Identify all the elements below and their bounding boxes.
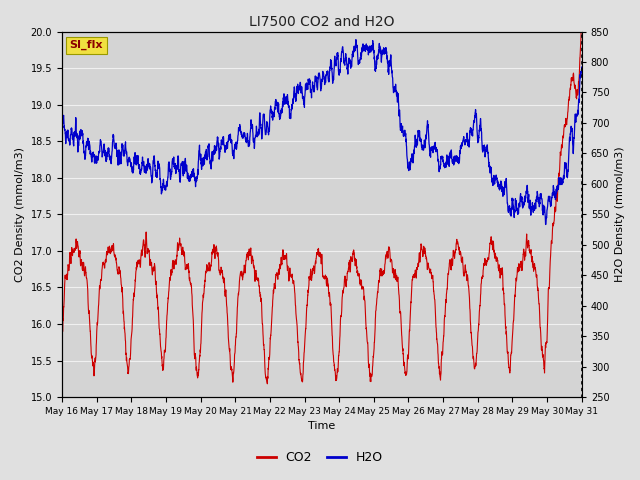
Title: LI7500 CO2 and H2O: LI7500 CO2 and H2O bbox=[249, 15, 395, 29]
Text: SI_flx: SI_flx bbox=[70, 40, 103, 50]
X-axis label: Time: Time bbox=[308, 421, 335, 432]
H2O bbox=[542, 222, 550, 228]
H2O bbox=[578, 67, 586, 72]
H2O bbox=[58, 112, 66, 118]
CO2 bbox=[280, 253, 288, 259]
CO2 bbox=[257, 296, 265, 302]
H2O bbox=[257, 126, 265, 132]
CO2 bbox=[117, 281, 125, 287]
H2O bbox=[117, 158, 125, 164]
CO2 bbox=[578, 10, 586, 16]
CO2 bbox=[264, 381, 271, 387]
H2O bbox=[568, 129, 576, 134]
CO2 bbox=[512, 281, 520, 287]
Line: H2O: H2O bbox=[62, 40, 582, 225]
Y-axis label: CO2 Density (mmol/m3): CO2 Density (mmol/m3) bbox=[15, 147, 25, 282]
H2O bbox=[148, 178, 156, 184]
H2O bbox=[512, 201, 520, 207]
Line: CO2: CO2 bbox=[62, 13, 582, 384]
CO2 bbox=[568, 75, 575, 81]
H2O bbox=[352, 37, 360, 43]
H2O bbox=[280, 93, 287, 99]
CO2 bbox=[148, 269, 156, 275]
Legend: CO2, H2O: CO2, H2O bbox=[252, 446, 388, 469]
Y-axis label: H2O Density (mmol/m3): H2O Density (mmol/m3) bbox=[615, 146, 625, 282]
CO2 bbox=[58, 334, 66, 340]
